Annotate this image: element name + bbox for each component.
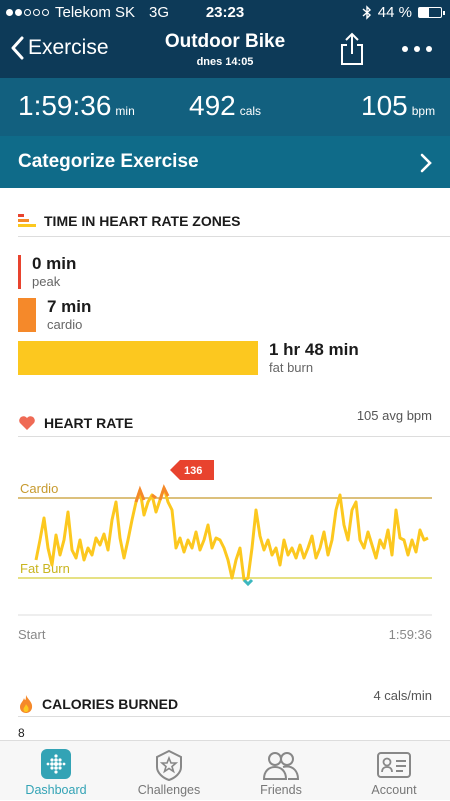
cardio-label: Cardio (20, 481, 58, 496)
duration-stat: 1:59:36 min (18, 90, 135, 122)
exercise-summary: 1:59:36 min 492 cals 105 bpm (0, 78, 450, 136)
heart-rate-header: HEART RATE (18, 415, 133, 431)
calories-stat: 492 cals (189, 90, 261, 122)
divider (18, 436, 450, 437)
calories-rate: 4 cals/min (373, 688, 432, 703)
categorize-exercise-row[interactable]: Categorize Exercise (0, 136, 450, 188)
peak-badge: 136 (170, 460, 214, 480)
calories-burned-title: CALORIES BURNED (42, 696, 179, 712)
calories-value: 492 (189, 90, 236, 121)
dashboard-icon (41, 749, 71, 779)
tab-friends-label: Friends (260, 783, 302, 797)
heart-rate-zones-icon (18, 214, 36, 227)
heart-rate-value: 105 (361, 90, 408, 121)
back-label: Exercise (28, 36, 109, 59)
zone-cardio-bar (18, 298, 36, 332)
challenges-icon (156, 749, 182, 781)
zone-peak-bar (18, 255, 21, 289)
heart-rate-unit: bpm (411, 104, 436, 118)
heart-icon (19, 416, 35, 430)
chevron-right-icon (420, 153, 432, 173)
page-subtitle: dnes 14:05 (196, 56, 254, 68)
zones-title: TIME IN HEART RATE ZONES (44, 213, 241, 229)
account-icon (377, 752, 411, 778)
calories-header: CALORIES BURNED (18, 694, 178, 714)
battery-icon (418, 7, 445, 18)
categorize-label: Categorize Exercise (18, 151, 199, 172)
navigation-bar: Exercise Outdoor Bike dnes 14:05 (0, 26, 450, 78)
calories-unit: cals (239, 104, 262, 118)
fat-burn-label: Fat Burn (20, 561, 70, 576)
tab-account-label: Account (371, 783, 417, 797)
tab-bar: Dashboard Challenges Friends Account (0, 740, 450, 800)
duration-value: 1:59:36 (18, 90, 112, 121)
tab-challenges-label: Challenges (137, 783, 201, 797)
heart-rate-cardio-segment (134, 484, 170, 503)
carrier-info: Telekom SK 3G (6, 4, 169, 21)
heart-rate-title: HEART RATE (44, 415, 134, 431)
clock: 23:23 (205, 4, 245, 21)
heart-rate-stat: 105 bpm (361, 90, 435, 122)
heart-rate-line (34, 486, 429, 582)
tab-friends[interactable]: Friends (225, 741, 337, 801)
calories-axis-label: 8 (18, 726, 25, 740)
zone-fat-burn-value: 1 hr 48 min (269, 340, 359, 359)
flame-icon (20, 695, 33, 713)
zone-fat-burn-bar (18, 341, 258, 375)
heart-rate-average: 105 avg bpm (356, 408, 432, 423)
back-button[interactable]: Exercise (10, 36, 109, 60)
carrier-name: Telekom SK (55, 4, 136, 21)
tab-challenges[interactable]: Challenges (113, 741, 225, 801)
heart-rate-chart: Cardio Fat Burn 136 (18, 460, 432, 616)
share-icon[interactable] (339, 32, 365, 66)
duration-unit: min (115, 104, 135, 118)
friends-icon (262, 752, 300, 780)
heart-rate-low-segment (242, 578, 254, 587)
zones-header: TIME IN HEART RATE ZONES (18, 213, 241, 229)
status-bar: Telekom SK 3G 23:23 44 % (0, 0, 450, 26)
chart-start-label: Start (18, 627, 46, 642)
zone-cardio-value: 7 min (47, 297, 92, 316)
peak-badge-value: 136 (184, 465, 202, 477)
zone-peak-name: peak (32, 274, 61, 289)
bluetooth-icon (362, 5, 371, 20)
zone-fat-burn-name: fat burn (269, 360, 314, 375)
more-options-icon[interactable] (402, 46, 432, 52)
divider (18, 236, 450, 237)
zone-cardio-name: cardio (47, 317, 83, 332)
signal-strength-icon (6, 9, 49, 16)
divider (18, 716, 450, 717)
network-type: 3G (149, 4, 170, 21)
tab-dashboard-label: Dashboard (25, 783, 87, 797)
chart-end-label: 1:59:36 (388, 627, 432, 642)
battery-percent: 44 % (377, 4, 412, 21)
chevron-left-icon (11, 36, 24, 60)
page-title: Outdoor Bike (164, 31, 286, 52)
tab-account[interactable]: Account (338, 741, 450, 801)
tab-dashboard[interactable]: Dashboard (0, 741, 112, 801)
zone-peak-value: 0 min (32, 254, 77, 273)
